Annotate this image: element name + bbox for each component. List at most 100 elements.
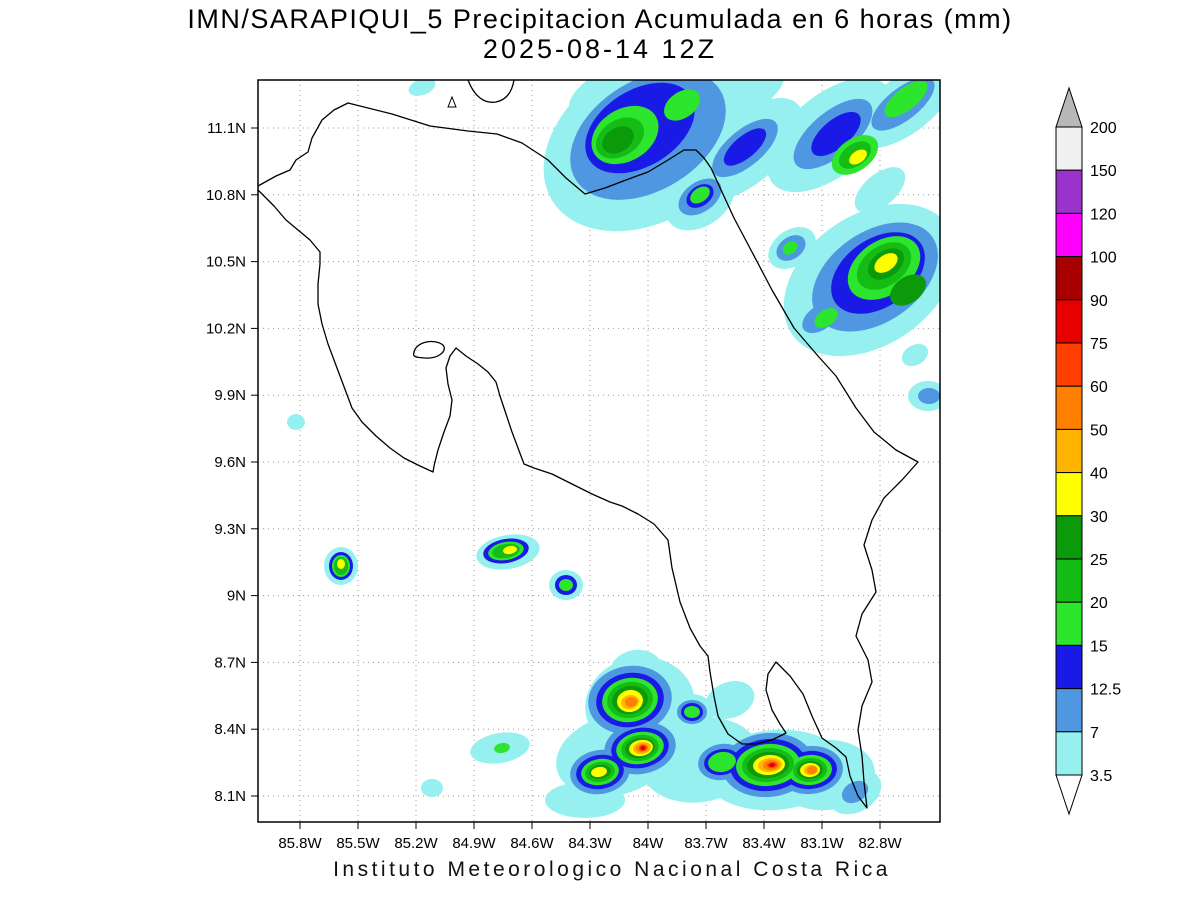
- precip-contour-30: [337, 559, 345, 569]
- y-axis-label: 8.4N: [214, 721, 246, 738]
- colorbar-under-arrow: [1055, 774, 1083, 816]
- x-axis-label: 85.5W: [336, 835, 380, 852]
- x-axis-label: 83.4W: [742, 835, 786, 852]
- colorbar-segment: [1055, 126, 1083, 171]
- precip-contour-3.5: [421, 779, 443, 797]
- y-axis-labels: 11.1N 10.8N 10.5N 10.2N 9.9N 9.6N 9.3N 9N 8.7N 8.…: [206, 120, 246, 805]
- map-subtitle-datetime: 2025-08-14 12Z: [483, 34, 717, 64]
- precip-contour-75: [640, 745, 646, 751]
- colorbar-legend: 200 150 120 100 90 75 60 50 40 30 25 20 15 12.5 7 3.5: [1055, 86, 1121, 816]
- colorbar-label: 30: [1090, 509, 1108, 526]
- plot-frame: [257, 79, 941, 823]
- precip-contour-3.5: [901, 343, 929, 367]
- colorbar-segment: [1055, 688, 1083, 733]
- x-axis-label: 83.7W: [684, 835, 728, 852]
- x-axis-label: 85.8W: [278, 835, 322, 852]
- y-axis-label: 10.8N: [206, 187, 246, 204]
- footer-attribution: Instituto Meteorologico Nacional Costa R…: [333, 858, 891, 881]
- colorbar-label: 75: [1090, 336, 1108, 353]
- costa-rica-outline: [258, 102, 919, 809]
- precip-contour-3.5: [408, 80, 436, 96]
- colorbar-label: 150: [1090, 163, 1117, 180]
- y-axis-label: 11.1N: [207, 120, 246, 137]
- precip-contour-7: [841, 780, 869, 804]
- x-axis-label: 84.9W: [452, 835, 496, 852]
- precip-contour-50: [807, 765, 817, 775]
- x-axis-label: 83.1W: [800, 835, 844, 852]
- precip-contour-3.5: [735, 80, 785, 113]
- colorbar-label: 3.5: [1090, 768, 1112, 785]
- colorbar-segment: [1055, 558, 1083, 603]
- x-axis-labels: 85.8W 85.5W 85.2W 84.9W 84.6W 84.3W 84W 83.7W 83…: [278, 835, 902, 852]
- colorbar-segment: [1055, 601, 1083, 646]
- precip-contour-30: [591, 766, 607, 778]
- colorbar-label: 120: [1090, 206, 1117, 223]
- colorbar-label: 60: [1090, 379, 1108, 396]
- colorbar-label: 200: [1090, 120, 1117, 137]
- y-axis-label: 9.6N: [214, 454, 246, 471]
- precip-contour-15: [884, 80, 928, 118]
- gulf-island-outline: [412, 340, 445, 359]
- y-axis-label: 9N: [227, 588, 246, 605]
- colorbar-segment: [1055, 385, 1083, 430]
- precipitation-field: [287, 71, 970, 818]
- precip-contour-15: [814, 308, 838, 328]
- precip-contour-30: [874, 253, 898, 273]
- colorbar-label: 90: [1090, 293, 1108, 310]
- precip-contour-25: [602, 126, 634, 154]
- colorbar-segment: [1055, 731, 1083, 776]
- y-axis-label: 9.9N: [214, 387, 246, 404]
- x-axis-label: 85.2W: [394, 835, 438, 852]
- precip-contour-7: [940, 71, 970, 100]
- precip-contour-50: [625, 696, 637, 708]
- colorbar-segment: [1055, 644, 1083, 690]
- precip-contour-15: [782, 241, 798, 255]
- y-axis-label: 10.5N: [206, 254, 246, 271]
- precip-contour-30: [503, 545, 517, 555]
- precip-contour-15: [684, 706, 700, 718]
- colorbar-segment: [1055, 299, 1083, 344]
- y-axis-label: 8.7N: [214, 654, 246, 671]
- plot-area: [258, 71, 970, 822]
- colorbar-label: 40: [1090, 466, 1108, 483]
- precip-contour-15: [690, 186, 710, 204]
- x-axis-label: 84.3W: [568, 835, 612, 852]
- colorbar-label: 50: [1090, 422, 1108, 439]
- coastlines: [258, 80, 919, 809]
- map-title: IMN/SARAPIQUI_5 Precipitacion Acumulada …: [187, 4, 1012, 34]
- precip-contour-15: [708, 751, 736, 773]
- y-axis-label: 9.3N: [214, 521, 246, 538]
- precip-contour-30: [849, 149, 867, 165]
- colorbar-segment: [1055, 472, 1083, 517]
- colorbar-segment: [1055, 428, 1083, 474]
- colorbar-segment: [1055, 342, 1083, 387]
- precip-contour-15: [494, 742, 510, 754]
- x-axis-label: 82.8W: [858, 835, 902, 852]
- precip-contour-12.5: [723, 128, 767, 166]
- precip-contour-3.5: [287, 414, 305, 430]
- colorbar-over-arrow: [1055, 86, 1083, 128]
- precip-contour-75: [769, 762, 775, 768]
- colorbar-label: 7: [1090, 725, 1099, 742]
- precip-contour-25: [889, 274, 927, 306]
- precip-contour-3.5: [705, 681, 755, 719]
- islet-marker: [447, 95, 457, 108]
- colorbar-label: 100: [1090, 250, 1117, 267]
- colorbar-segment: [1055, 515, 1083, 560]
- precip-contour-12.5: [811, 111, 861, 157]
- colorbar-label: 15: [1090, 638, 1108, 655]
- colorbar-segment: [1055, 212, 1083, 258]
- lake-nicaragua-shore: [467, 80, 515, 103]
- x-axis-label: 84W: [633, 835, 665, 852]
- colorbar-label: 20: [1090, 595, 1108, 612]
- axis-ticks: [251, 127, 881, 829]
- y-axis-label: 10.2N: [206, 320, 246, 337]
- colorbar-label: 12.5: [1090, 682, 1121, 699]
- precip-contour-15: [559, 579, 573, 591]
- x-axis-label: 84.6W: [510, 835, 554, 852]
- precip-contour-15: [663, 89, 701, 121]
- colorbar-segment: [1055, 169, 1083, 214]
- precip-contour-3.5: [854, 167, 906, 213]
